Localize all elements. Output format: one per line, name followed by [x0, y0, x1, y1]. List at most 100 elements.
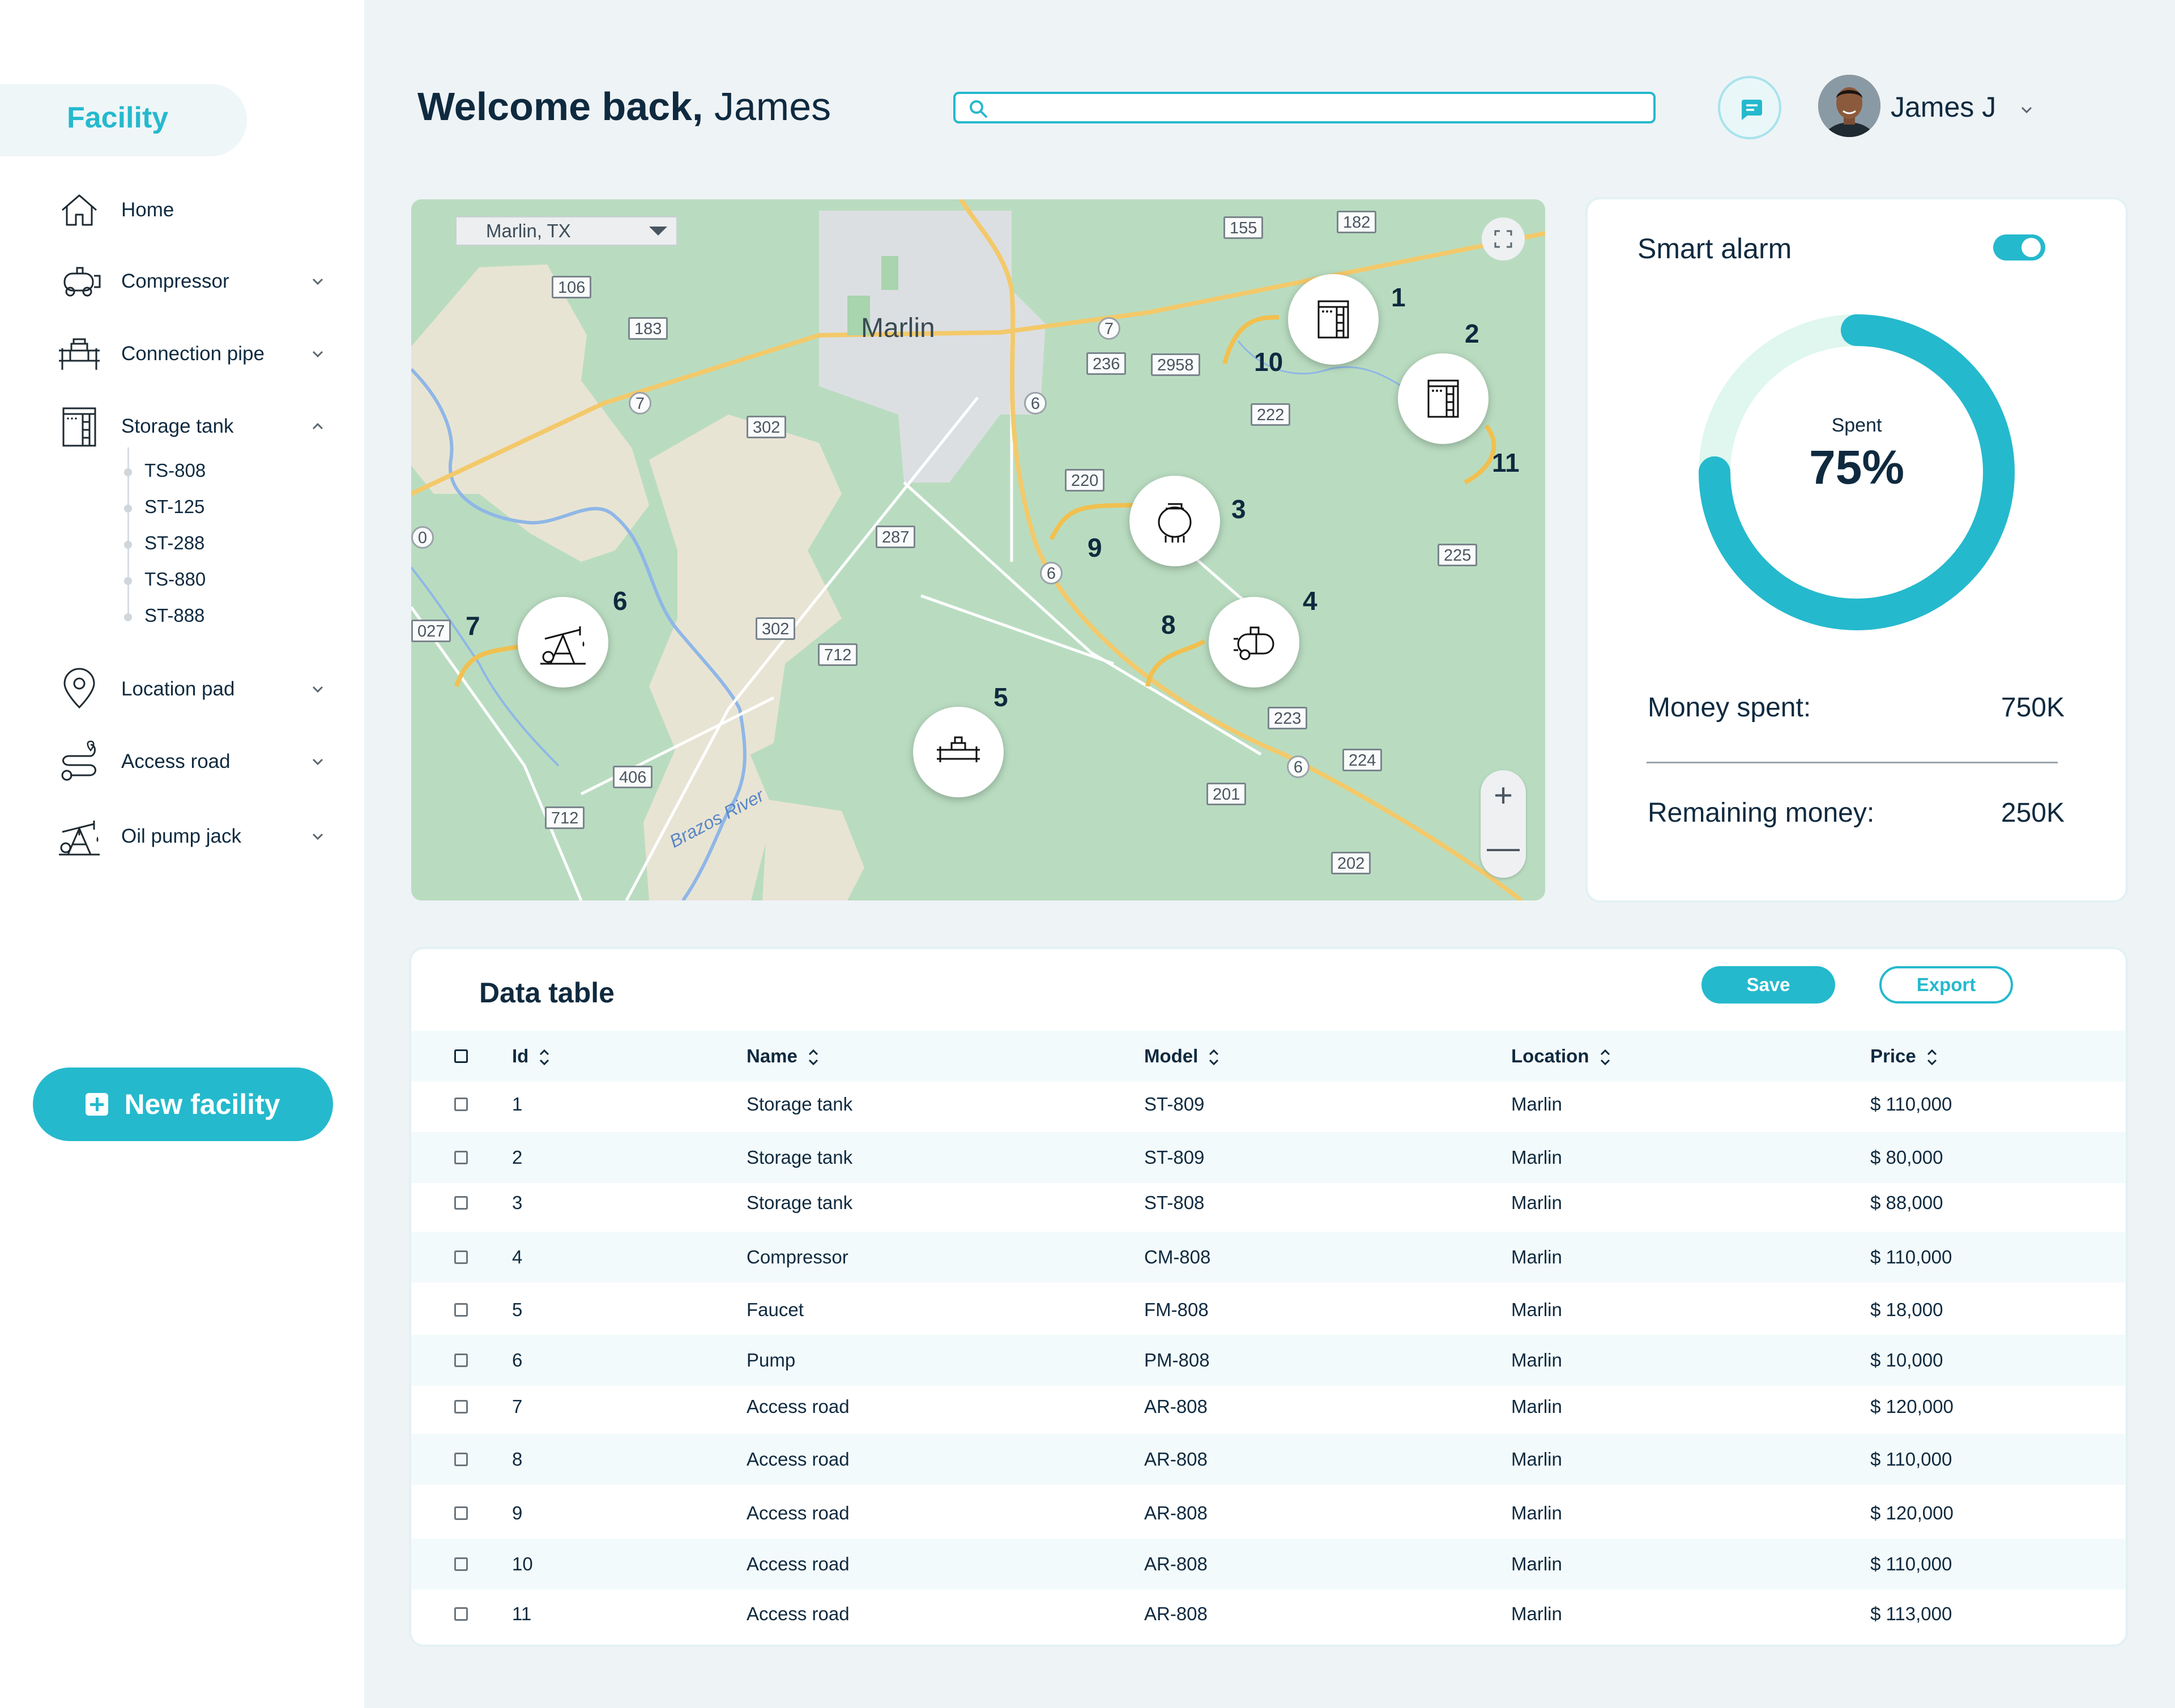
- cell-model: AR-808: [1144, 1449, 1208, 1470]
- row-checkbox[interactable]: [454, 1250, 468, 1264]
- column-header-model[interactable]: Model: [1144, 1031, 1219, 1082]
- zoom-control: + —: [1481, 770, 1526, 878]
- table-row[interactable]: 8 Access road AR-808 Marlin $ 110,000: [411, 1434, 2126, 1485]
- submenu-item-st-888[interactable]: ST-888: [144, 605, 205, 626]
- export-button[interactable]: Export: [1879, 966, 2013, 1004]
- fullscreen-button[interactable]: [1482, 217, 1525, 261]
- table-row[interactable]: 10 Access road AR-808 Marlin $ 110,000: [411, 1539, 2126, 1590]
- marker-number: 11: [1492, 448, 1520, 477]
- road-number-label: 222: [1251, 403, 1291, 426]
- table-row[interactable]: 3 Storage tank ST-808 Marlin $ 88,000: [411, 1177, 2126, 1228]
- column-header-location[interactable]: Location: [1511, 1031, 1611, 1082]
- column-header-id[interactable]: Id: [512, 1031, 550, 1082]
- sidebar-item-storage-tank[interactable]: Storage tank: [57, 401, 340, 452]
- road-number-label: 287: [876, 526, 916, 548]
- table-row[interactable]: 7 Access road AR-808 Marlin $ 120,000: [411, 1381, 2126, 1432]
- sidebar-item-oil-pump-jack[interactable]: Oil pump jack: [57, 811, 340, 862]
- chat-icon: [1742, 100, 1762, 120]
- row-checkbox[interactable]: [454, 1303, 468, 1317]
- chevron-down-icon[interactable]: [308, 272, 327, 291]
- search-bar[interactable]: [953, 92, 1656, 123]
- table-row[interactable]: 4 Compressor CM-808 Marlin $ 110,000: [411, 1232, 2126, 1283]
- chevron-up-icon[interactable]: [308, 417, 327, 436]
- submenu-item-st-125[interactable]: ST-125: [144, 496, 205, 517]
- submenu-dot: [124, 468, 132, 476]
- column-header-label: Id: [512, 1045, 529, 1066]
- column-header-name[interactable]: Name: [747, 1031, 819, 1082]
- cell-id: 8: [512, 1449, 523, 1470]
- table-row[interactable]: 5 Faucet FM-808 Marlin $ 18,000: [411, 1284, 2126, 1335]
- cell-id: 4: [512, 1246, 523, 1267]
- chevron-down-icon[interactable]: [308, 827, 327, 846]
- cell-name: Access road: [747, 1502, 850, 1523]
- road-number-label: 236: [1086, 352, 1127, 375]
- submenu-line: [127, 447, 129, 617]
- row-checkbox[interactable]: [454, 1506, 468, 1520]
- cell-location: Marlin: [1511, 1603, 1562, 1624]
- table-row[interactable]: 2 Storage tank ST-809 Marlin $ 80,000: [411, 1132, 2126, 1183]
- sidebar-item-label: Home: [121, 199, 174, 221]
- cell-price: $ 120,000: [1870, 1396, 1954, 1417]
- chevron-down-icon[interactable]: [308, 752, 327, 771]
- route-icon: [61, 740, 96, 781]
- facility-map[interactable]: 106 183 155 182 7 236 2958 222 302 287 220 6 225 0 027…: [411, 199, 1545, 900]
- table-row[interactable]: 6 Pump PM-808 Marlin $ 10,000: [411, 1335, 2126, 1386]
- road-number-label: 106: [552, 276, 592, 298]
- marker-number: 10: [1254, 347, 1283, 377]
- location-select[interactable]: Marlin, TX: [455, 216, 677, 246]
- table-row[interactable]: 9 Access road AR-808 Marlin $ 120,000: [411, 1488, 2126, 1539]
- marker-number: 5: [993, 682, 1008, 712]
- chat-button[interactable]: [1718, 76, 1781, 139]
- dropdown-arrow-icon: [649, 227, 667, 236]
- row-checkbox[interactable]: [454, 1196, 468, 1210]
- smart-alarm-toggle[interactable]: [1993, 234, 2045, 261]
- cell-model: PM-808: [1144, 1350, 1210, 1370]
- new-facility-button[interactable]: New facility: [33, 1068, 333, 1141]
- save-button[interactable]: Save: [1701, 966, 1835, 1004]
- facility-marker[interactable]: [1129, 476, 1220, 566]
- cell-model: AR-808: [1144, 1396, 1208, 1417]
- chevron-down-icon[interactable]: [308, 344, 327, 364]
- facility-marker[interactable]: [1398, 353, 1489, 444]
- zoom-in-button[interactable]: +: [1494, 777, 1513, 814]
- table-row[interactable]: 11 Access road AR-808 Marlin $ 113,000: [411, 1589, 2126, 1639]
- submenu-item-ts-808[interactable]: TS-808: [144, 460, 206, 481]
- row-checkbox[interactable]: [454, 1607, 468, 1621]
- sidebar-item-connection-pipe[interactable]: Connection pipe: [57, 328, 340, 379]
- zoom-out-button[interactable]: —: [1487, 829, 1520, 866]
- sidebar-item-home[interactable]: Home: [57, 185, 340, 236]
- row-checkbox[interactable]: [454, 1557, 468, 1571]
- cell-model: FM-808: [1144, 1299, 1209, 1320]
- column-header-price[interactable]: Price: [1870, 1031, 1938, 1082]
- facility-marker[interactable]: [1209, 597, 1299, 688]
- chevron-down-icon[interactable]: [2018, 101, 2036, 119]
- facility-marker[interactable]: [518, 597, 608, 688]
- road-number-label: 6: [1287, 755, 1310, 778]
- sidebar-item-access-road[interactable]: Access road: [57, 736, 340, 787]
- row-checkbox[interactable]: [454, 1453, 468, 1466]
- sidebar-item-compressor[interactable]: Compressor: [57, 256, 340, 307]
- table-row[interactable]: 1 Storage tank ST-809 Marlin $ 110,000: [411, 1079, 2126, 1130]
- row-checkbox[interactable]: [454, 1098, 468, 1111]
- submenu-item-ts-880[interactable]: TS-880: [144, 569, 206, 590]
- cell-location: Marlin: [1511, 1396, 1562, 1417]
- submenu-item-st-288[interactable]: ST-288: [144, 532, 205, 553]
- remaining-money-value: 250K: [2001, 798, 2065, 828]
- app-logo[interactable]: Facility: [0, 84, 247, 156]
- chevron-down-icon[interactable]: [308, 680, 327, 699]
- cell-model: AR-808: [1144, 1502, 1208, 1523]
- avatar[interactable]: [1818, 75, 1880, 137]
- sidebar-item-location-pad[interactable]: Location pad: [57, 664, 340, 715]
- row-checkbox[interactable]: [454, 1353, 468, 1367]
- facility-marker[interactable]: [1288, 274, 1379, 365]
- row-checkbox[interactable]: [454, 1151, 468, 1164]
- road-number-label: 302: [747, 416, 787, 438]
- search-input[interactable]: [995, 96, 1641, 119]
- row-checkbox[interactable]: [454, 1400, 468, 1414]
- map-canvas[interactable]: [411, 199, 1545, 900]
- user-name[interactable]: James J: [1891, 91, 1997, 123]
- select-all-checkbox[interactable]: [454, 1049, 468, 1063]
- road-number-label: 155: [1223, 216, 1264, 239]
- facility-marker[interactable]: [913, 707, 1004, 797]
- cell-location: Marlin: [1511, 1246, 1562, 1267]
